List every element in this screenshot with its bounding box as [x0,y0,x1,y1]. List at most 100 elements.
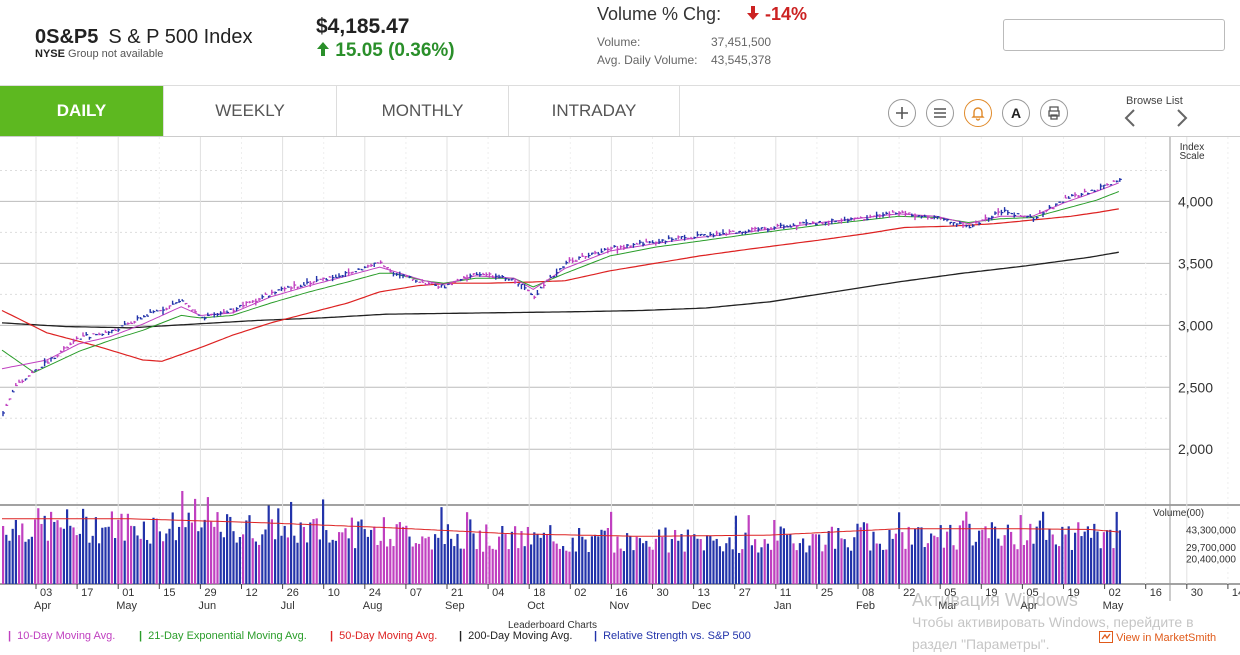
volume-bar [347,538,350,584]
x-day-label: 24 [369,587,381,599]
volume-bar [139,538,142,584]
tab-weekly[interactable]: WEEKLY [164,86,337,136]
volume-bar [834,548,837,584]
volume-bar [763,539,766,584]
volume-bar [462,548,465,584]
tab-monthly[interactable]: MONTHLY [337,86,509,136]
add-button[interactable] [888,99,916,127]
volume-bar [469,519,472,584]
volume-bar [722,551,725,584]
x-day-label: 17 [81,587,93,599]
legend-label-rs: Relative Strength vs. S&P 500 [603,630,751,642]
volume-bar [309,522,312,584]
volume-bar [130,525,133,584]
x-day-label: 07 [410,587,422,599]
volume-bar [88,542,91,584]
volume-bar [958,525,961,584]
x-day-label: 11 [780,587,791,599]
period-tabs: DAILY WEEKLY MONTHLY INTRADAY A Browse L… [0,86,1240,137]
volume-bar [770,549,773,584]
legend-label-ma10: 10-Day Moving Avg. [17,630,116,642]
x-day-label: 16 [615,587,627,599]
volume-bar [165,533,168,584]
volume-bar [779,526,782,584]
legend-item-ma10: | 10-Day Moving Avg. [8,630,116,642]
volume-bar [1080,536,1083,584]
volume-bar [1016,549,1019,584]
legend-label-ma200: 200-Day Moving Avg. [468,630,573,642]
browse-prev-button[interactable] [1124,108,1136,134]
annotate-button[interactable]: A [1002,99,1030,127]
browse-next-button[interactable] [1176,108,1188,134]
volume-bar [744,532,747,584]
volume-bar [776,540,779,584]
volume-bar [946,531,949,584]
volume-tick-label: 20,400,000 [1186,554,1236,565]
list-button[interactable] [926,99,954,127]
volume-bar [430,549,433,584]
volume-bar [875,543,878,584]
volume-bar [1035,526,1038,584]
volume-bar [766,543,769,584]
volume-bar [110,511,113,584]
volume-bar [168,528,171,584]
volume-bar [46,540,49,584]
alert-button[interactable] [964,99,992,127]
ma10-line [1,182,1119,370]
volume-pct-label: Volume % Chg: [597,4,722,24]
tab-daily[interactable]: DAILY [0,86,164,136]
symbol-search-input[interactable] [1003,19,1225,51]
x-month-label: Jun [198,600,216,612]
volume-bar [315,518,318,584]
volume-bar [853,537,856,584]
volume-bar [654,538,657,584]
volume-bar [837,527,840,584]
volume-bar [101,527,104,584]
marketsmith-link[interactable]: View in MarketSmith [1099,631,1216,644]
volume-bar [1086,526,1089,584]
volume-bar [549,525,552,584]
volume-bar [1118,530,1121,584]
price-axis-label: Scale [1179,151,1204,162]
x-day-label: 14 [1232,587,1240,599]
volume-bar [5,534,8,584]
volume-bar [1038,520,1041,584]
volume-bar [155,518,158,584]
x-day-label: 18 [533,587,545,599]
bell-icon [971,107,985,121]
plus-icon [896,107,908,119]
print-button[interactable] [1040,99,1068,127]
volume-bar [331,539,334,584]
volume-bar [933,535,936,584]
volume-bar [709,535,712,584]
x-month-label: Nov [609,600,629,612]
volume-bar [952,545,955,584]
volume-bar [107,526,110,584]
volume-bar [750,545,753,584]
volume-bar [446,524,449,584]
tab-intraday[interactable]: INTRADAY [509,86,680,136]
avg-volume-value: 43,545,378 [711,53,772,67]
volume-tick-label: 29,700,000 [1186,543,1236,554]
volume-bar [706,535,709,584]
volume-bar [146,539,149,584]
chevron-right-icon [1177,109,1188,127]
volume-bar [114,538,117,584]
volume-bar [878,543,881,584]
volume-bar [283,525,286,584]
volume-bar [1090,537,1093,584]
x-day-label: 30 [1191,587,1203,599]
ma200-line [1,251,1119,329]
volume-bar [1112,548,1115,584]
arrow-up-icon [317,42,329,56]
legend-item-ma200: | 200-Day Moving Avg. [459,630,573,642]
volume-bar [862,522,865,584]
volume-bar [546,534,549,584]
volume-bar [942,547,945,584]
volume-bar [258,544,261,584]
volume-bar [1019,515,1022,584]
volume-bar [443,544,446,584]
volume-bar [955,549,958,584]
volume-bar [43,515,46,584]
